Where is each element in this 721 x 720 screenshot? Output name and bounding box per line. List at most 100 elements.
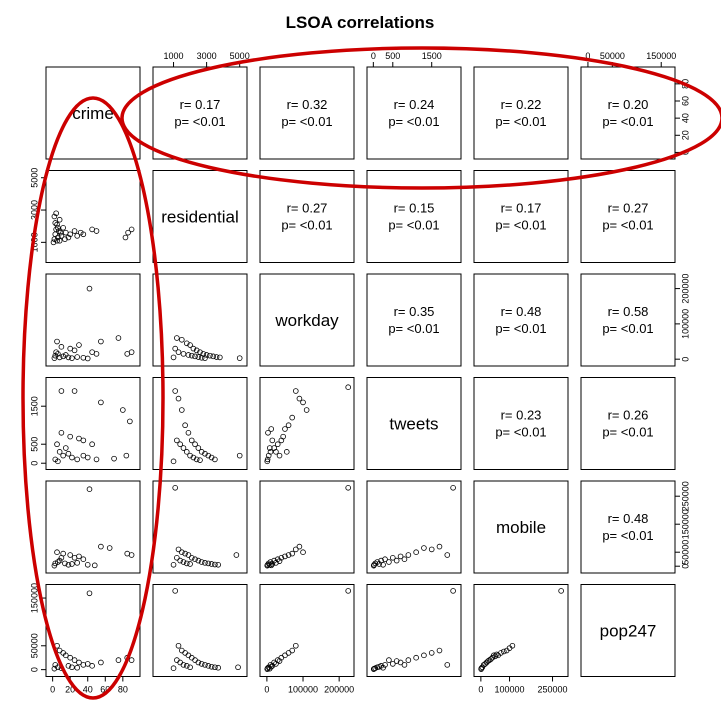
scatter-point (436, 647, 443, 654)
correlation-p-label: p= <0.01 (495, 321, 546, 336)
panel-frame (45, 66, 141, 160)
scatter-point (180, 559, 187, 565)
scatter-point (172, 484, 178, 491)
scatter-point (283, 449, 290, 455)
scatter-point (128, 226, 135, 233)
panel-frame (580, 480, 676, 574)
correlation-r-label: r= 0.27 (608, 201, 649, 216)
scatter-point (185, 652, 192, 659)
panel-frame (259, 273, 355, 367)
scatter-point (80, 556, 87, 562)
scatter-point (380, 664, 386, 671)
scatter-point (276, 658, 283, 664)
scatter-point (285, 422, 292, 429)
scatter-point (205, 560, 212, 567)
scatter-point (264, 458, 271, 465)
scatter-point (74, 233, 81, 239)
scatter-point (76, 659, 82, 666)
panel-mobile-crime (45, 480, 141, 574)
scatter-point (80, 437, 87, 444)
tick-label-mobile: 150000 (680, 509, 690, 539)
scatter-point (195, 557, 202, 564)
scatter-point (198, 661, 205, 667)
panel-frame (580, 170, 676, 263)
scatter-point (53, 349, 59, 355)
scatter-point (71, 347, 78, 354)
scatter-point (179, 549, 185, 555)
panel-frame (473, 480, 569, 574)
scatter-point (192, 556, 198, 562)
scatter-point (183, 340, 190, 347)
highlight-ellipse-crime-column (21, 96, 165, 700)
scatter-point (268, 562, 275, 569)
scatter-point (180, 445, 187, 451)
scatter-point (120, 407, 126, 413)
panel-crime-workday: r= 0.32 p= <0.01 (259, 66, 355, 160)
correlation-p-label: p= <0.01 (388, 114, 439, 129)
scatter-point (428, 546, 435, 553)
scatter-point (65, 561, 72, 568)
scatter-point (69, 561, 75, 567)
scatter-point (98, 543, 104, 550)
scatter-point (179, 407, 185, 413)
scatter-point (67, 231, 73, 238)
tick-label-crime: 80 (118, 685, 128, 695)
tick-label-pop247: 50000 (600, 51, 625, 61)
scatter-point (179, 336, 185, 343)
panel-frame (259, 66, 355, 160)
correlation-r-label: r= 0.15 (394, 201, 435, 216)
chart-title: LSOA correlations (286, 13, 435, 32)
tick-label-workday: 200000 (324, 685, 354, 695)
scatter-point (370, 666, 377, 672)
scatter-point (174, 554, 180, 561)
panel-workday-crime (45, 273, 141, 367)
tick-label-pop247: 150000 (646, 51, 676, 61)
correlation-r-label: r= 0.48 (501, 304, 542, 319)
scatter-point (428, 650, 435, 656)
scatter-point (289, 414, 295, 421)
scatter-point (55, 234, 61, 241)
panel-frame (152, 170, 248, 263)
scatter-point (62, 236, 68, 242)
scatter-point (195, 445, 202, 451)
scatter-point (212, 456, 218, 463)
tick-label-tweets: 500 (385, 51, 400, 61)
scatter-point (382, 662, 388, 668)
scatter-point (197, 457, 203, 463)
panel-frame (473, 273, 569, 367)
tick-label-tweets: 0 (371, 51, 376, 61)
scatter-point (278, 554, 285, 561)
scatter-point (182, 650, 188, 656)
panel-frame (473, 377, 569, 470)
correlation-p-label: p= <0.01 (388, 321, 439, 336)
scatter-point (170, 665, 177, 672)
panel-frame (152, 66, 248, 160)
scatter-point (98, 659, 104, 666)
tick-label-pop247: 0 (29, 667, 39, 672)
scatter-point (450, 588, 456, 594)
scatter-point (182, 550, 188, 557)
scatter-point (84, 454, 91, 461)
scatter-point (55, 458, 61, 465)
scatter-point (558, 588, 564, 594)
panel-tweets-tweets: tweets (366, 377, 462, 470)
scatter-point (382, 556, 388, 562)
scatter-point (273, 661, 279, 667)
scatter-point (217, 354, 223, 361)
scatter-point (300, 399, 306, 406)
scatter-point (98, 399, 104, 406)
panel-mobile-pop247: r= 0.48 p= <0.01 (580, 480, 676, 574)
scatter-point (188, 654, 195, 661)
scatter-point (273, 560, 279, 566)
scatter-point (183, 449, 190, 455)
scatter-point (490, 652, 497, 659)
scatter-point (51, 562, 58, 569)
tick-label-tweets: 1500 (422, 51, 442, 61)
scatter-point (212, 561, 218, 568)
scatter-point (405, 552, 412, 558)
panel-workday-mobile: r= 0.48 p= <0.01 (473, 273, 569, 367)
correlation-r-label: r= 0.48 (608, 511, 649, 526)
scatter-point (185, 430, 192, 436)
panel-tweets-pop247: r= 0.26 p= <0.01 (580, 377, 676, 470)
